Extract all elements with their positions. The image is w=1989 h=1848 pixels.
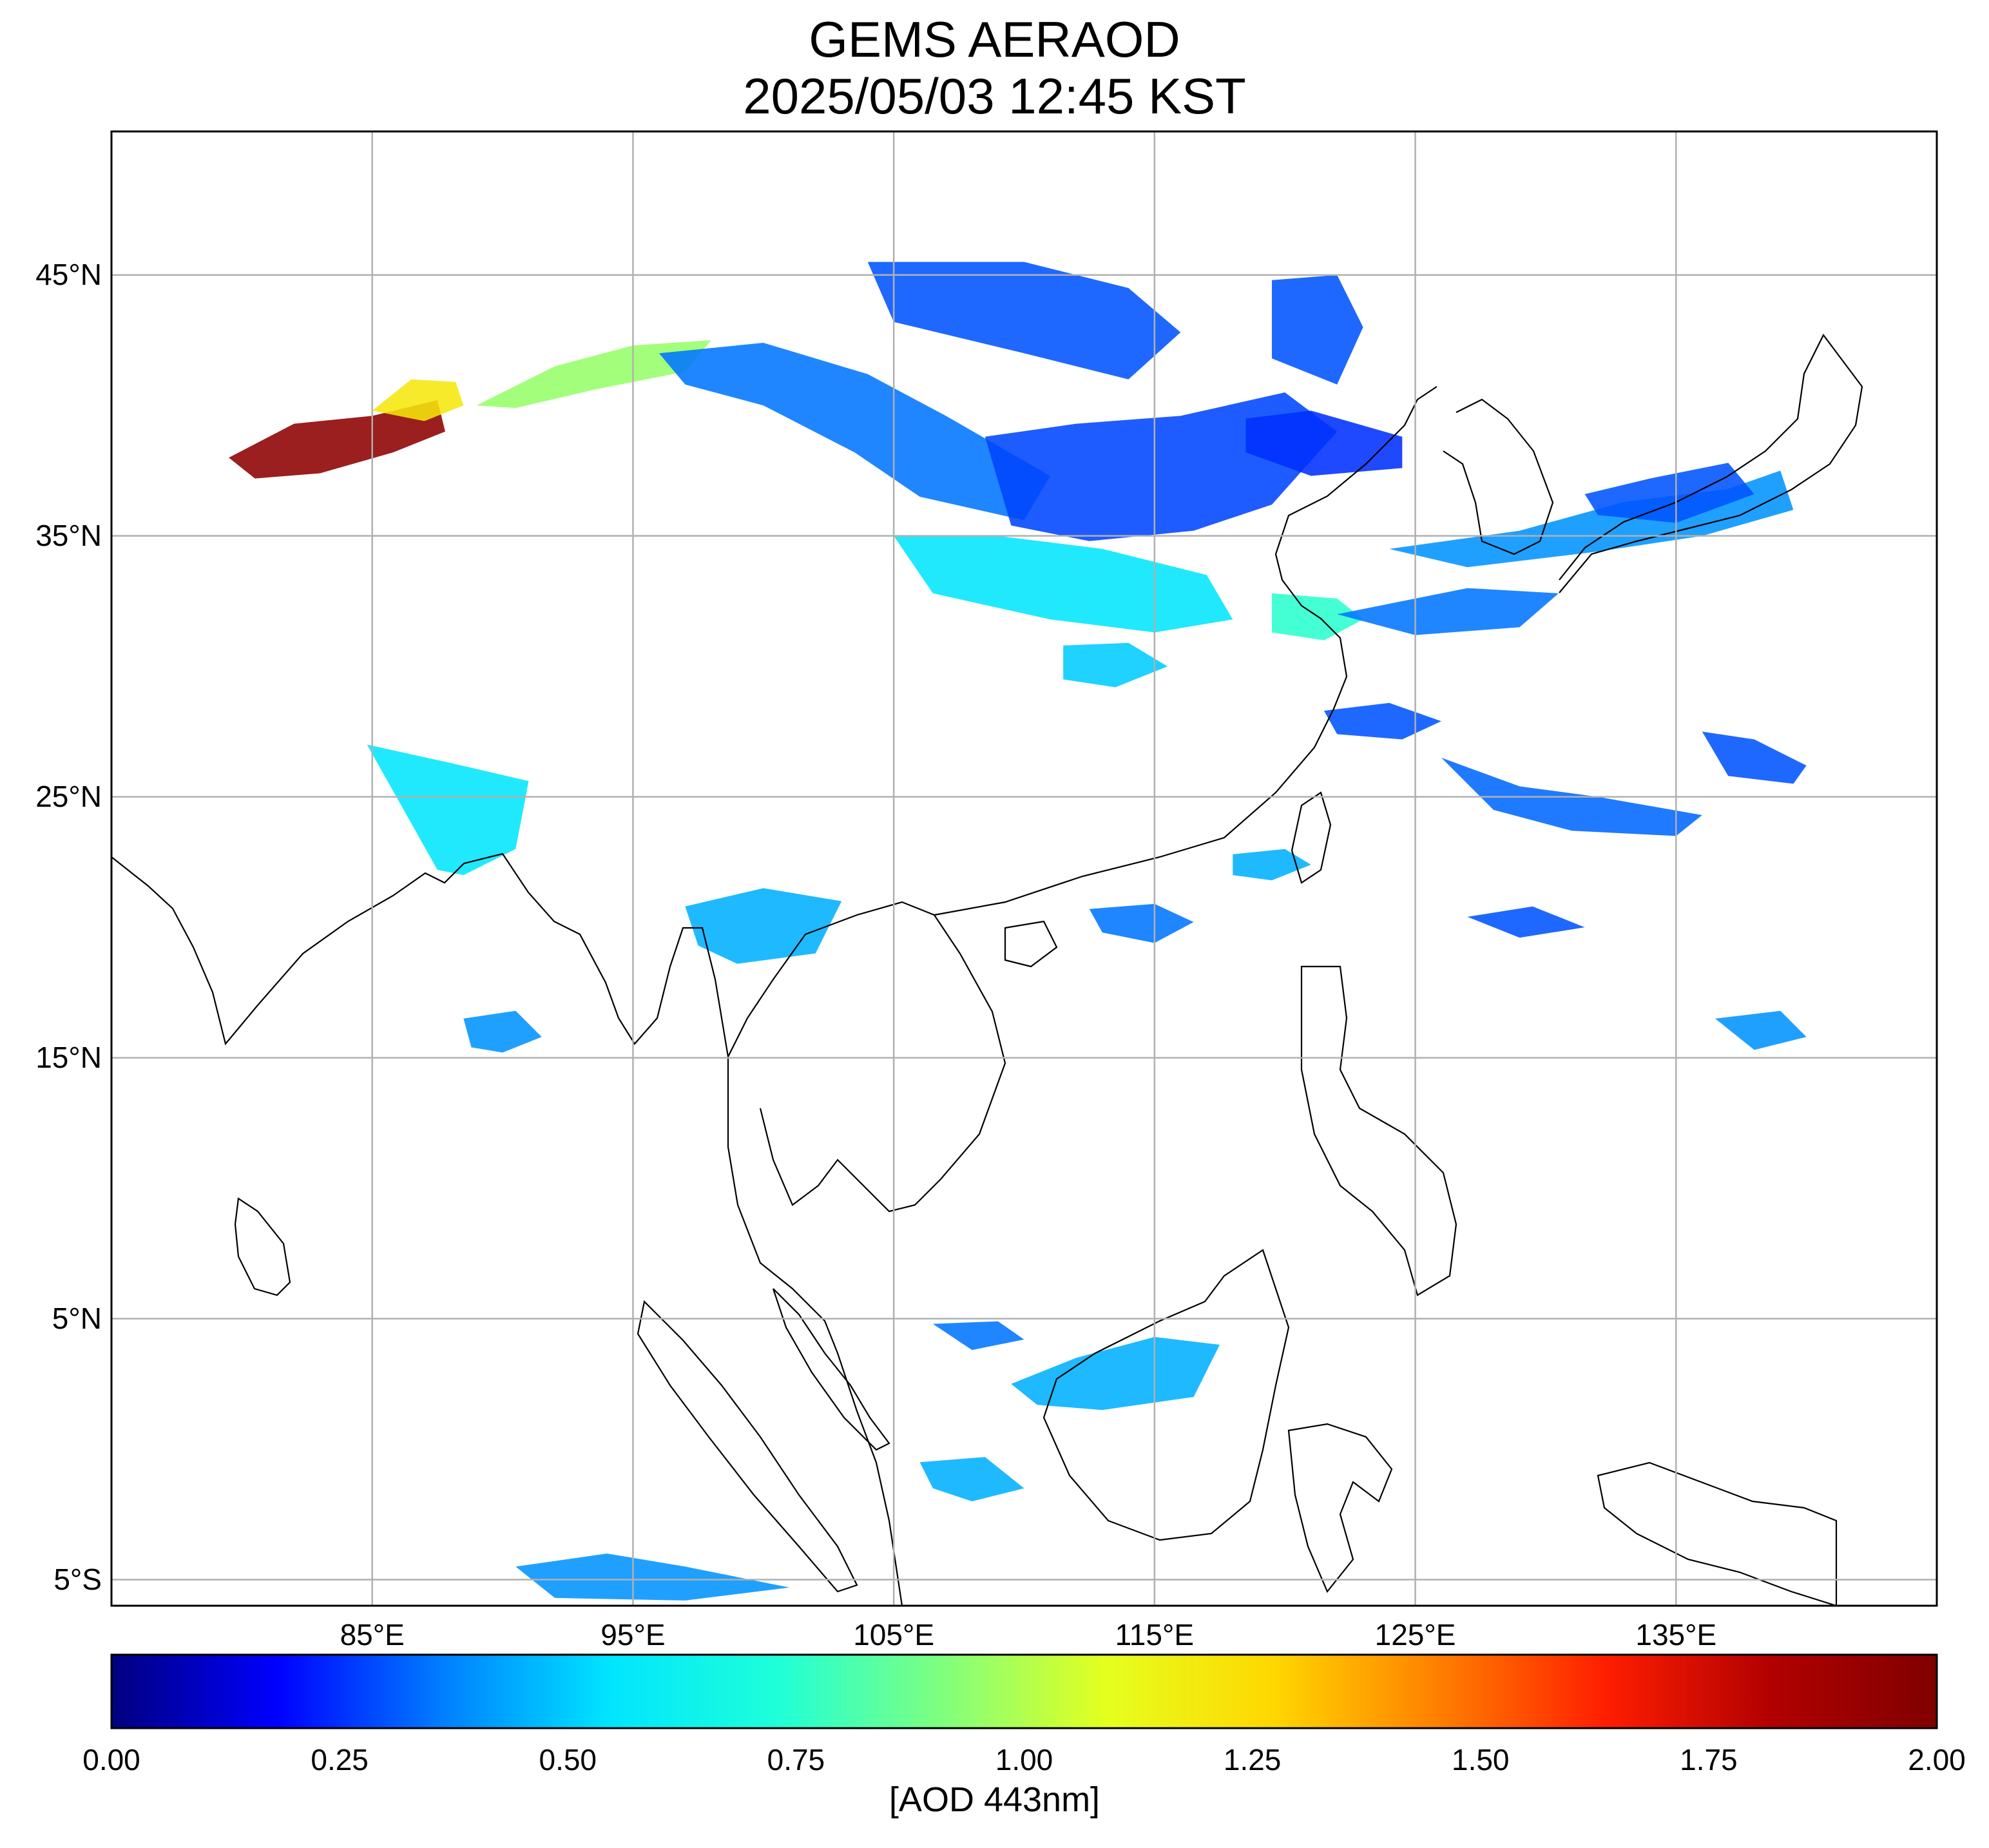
aerosol-region-north-china-plume xyxy=(658,343,1050,521)
coastline-sumatra xyxy=(637,1300,858,1593)
aerosol-region-east-pacific-s xyxy=(1715,1010,1807,1050)
aerosol-region-myanmar-thailand xyxy=(685,888,842,964)
colorbar-tick-label: 1.75 xyxy=(1680,1743,1738,1776)
map-background xyxy=(111,131,1937,1606)
map-timestamp: 2025/05/03 12:45 KST xyxy=(743,68,1246,124)
aerosol-region-northeast-china xyxy=(1272,274,1363,385)
coastline-indochina xyxy=(727,901,1006,1213)
coastline-hainan xyxy=(1004,920,1058,968)
coastline-sulawesi xyxy=(1287,1423,1393,1593)
lon-tick-label: 85°E xyxy=(340,1618,405,1651)
aerosol-region-central-china xyxy=(1063,642,1168,688)
colorbar-tick-label: 0.00 xyxy=(82,1743,140,1776)
lon-tick-label: 125°E xyxy=(1374,1618,1456,1651)
colorbar-tick-label: 0.25 xyxy=(311,1743,369,1776)
aerosol-region-gulf-of-thailand xyxy=(932,1321,1024,1351)
colorbar-tick-label: 0.75 xyxy=(767,1743,825,1776)
colorbar-title: [AOD 443nm] xyxy=(889,1780,1100,1819)
colorbar xyxy=(110,1653,1938,1729)
coastline-taiwan xyxy=(1291,791,1332,884)
aerosol-region-borneo-north xyxy=(1011,1336,1220,1410)
lon-tick-label: 105°E xyxy=(853,1618,935,1651)
aerosol-region-sumatra-south xyxy=(515,1554,790,1601)
coastline-borneo xyxy=(1043,1249,1290,1541)
lon-tick-label: 135°E xyxy=(1635,1618,1717,1651)
aerosol-region-pacific-band-1 xyxy=(1337,588,1559,635)
aerosol-region-bay-of-bengal-blob xyxy=(463,1010,542,1053)
aerosol-region-java-sea xyxy=(919,1457,1024,1501)
colorbar-tick-label: 1.00 xyxy=(995,1743,1053,1776)
lat-tick-label: 15°N xyxy=(35,1040,102,1074)
coastline-layer xyxy=(111,333,1863,1606)
coastline-japan xyxy=(1559,333,1863,593)
aerosol-region-south-china-sea-n xyxy=(1089,903,1194,943)
lat-tick-label: 5°S xyxy=(53,1562,102,1596)
colorbar-tick-label: 2.00 xyxy=(1908,1743,1966,1776)
aerosol-region-east-china-sea xyxy=(1323,702,1441,740)
lon-tick-label: 95°E xyxy=(601,1618,666,1651)
graticule xyxy=(111,131,1937,1606)
colorbar-tick-label: 1.25 xyxy=(1223,1743,1282,1776)
lat-tick-label: 45°N xyxy=(35,257,102,291)
aerosol-region-taklamakan-high xyxy=(229,400,445,479)
aerosol-region-gansu-plume xyxy=(476,340,711,409)
coastline-india xyxy=(111,852,903,1606)
aerosol-region-inner-mongolia xyxy=(867,262,1181,380)
coastline-china xyxy=(934,386,1437,916)
map-frame xyxy=(110,130,1938,1607)
colorbar-tick-label: 1.50 xyxy=(1451,1743,1510,1776)
aerosol-region-bay-of-bengal-north xyxy=(367,744,529,876)
aerosol-region-sichuan-henan xyxy=(894,535,1233,633)
lat-tick-label: 35°N xyxy=(35,518,102,552)
coastline-philippines xyxy=(1300,965,1457,1296)
coastline-newguinea xyxy=(1597,1461,1838,1606)
coastline-korea xyxy=(1443,398,1554,555)
coastline-malaysia xyxy=(772,1288,890,1451)
aerosol-region-bohai xyxy=(1245,410,1403,476)
lon-tick-label: 115°E xyxy=(1115,1618,1195,1651)
aerosol-layer xyxy=(229,262,1807,1601)
coastline-srilanka xyxy=(234,1197,291,1296)
colorbar-tick-label: 0.50 xyxy=(539,1743,597,1776)
aerosol-region-pacific-band-3 xyxy=(1702,731,1807,784)
aerosol-region-japan-sea-blob xyxy=(1584,463,1754,523)
aerosol-region-taklamakan-east xyxy=(372,379,464,421)
aerosol-region-taiwan-strait xyxy=(1233,849,1311,881)
lat-tick-label: 25°N xyxy=(35,779,102,813)
map-title: GEMS AERAOD xyxy=(809,11,1180,68)
lat-tick-label: 5°N xyxy=(52,1301,102,1335)
aerosol-region-philippine-sea xyxy=(1467,906,1585,938)
